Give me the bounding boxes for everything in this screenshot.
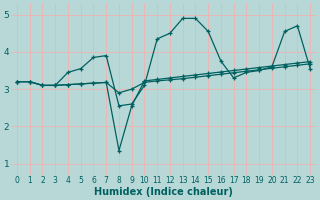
X-axis label: Humidex (Indice chaleur): Humidex (Indice chaleur) <box>94 187 233 197</box>
